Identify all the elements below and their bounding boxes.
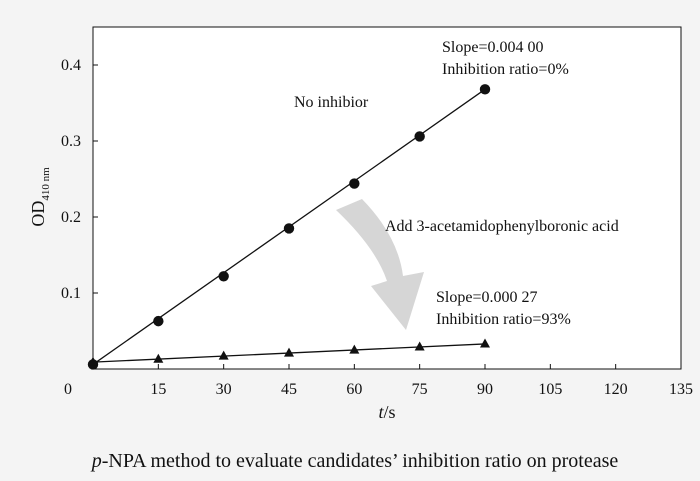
x-tick-label: 60: [346, 381, 362, 398]
series-2-point: [284, 347, 294, 357]
x-tick-label: 105: [538, 381, 562, 398]
y-axis-label-main: OD: [28, 201, 48, 227]
x-tick-label: 30: [216, 381, 232, 398]
y-tick-label: 0.4: [61, 57, 81, 74]
series-2-point: [414, 341, 425, 351]
annotation-top-slope: Slope=0.004 00: [442, 39, 543, 56]
x-tick-label: 120: [604, 381, 628, 398]
y-axis-label: OD410 nm: [28, 167, 52, 227]
x-axis-label-var: t: [378, 402, 384, 422]
series-1-point: [218, 271, 229, 282]
ticks: [93, 64, 682, 369]
x-tick-label: 90: [477, 381, 493, 398]
series-2-point: [480, 338, 490, 348]
series-2-point: [349, 344, 360, 354]
x-tick-label: 15: [150, 381, 166, 398]
series-1-point: [479, 84, 491, 95]
caption-rest: -NPA method to evaluate candidates’ inhi…: [102, 450, 619, 472]
y-axis-label-subscript: 410 nm: [40, 167, 52, 201]
origin-label: 0: [64, 381, 72, 398]
tick-labels: 15 30 45 60 75 90 105 120 135 0 0.1 0.2 0.3 0.4: [61, 57, 693, 398]
series-1-point: [283, 223, 295, 234]
y-tick-label: 0.3: [61, 133, 81, 150]
x-tick-label: 45: [281, 381, 297, 398]
series-1-point: [153, 315, 164, 327]
series-2-point: [153, 353, 164, 363]
annotation-bottom-slope: Slope=0.000 27: [436, 289, 537, 306]
x-tick-label: 75: [412, 381, 428, 398]
annotation-no-inhibitor: No inhibior: [294, 94, 369, 111]
series-2-point: [218, 350, 229, 360]
series-marks: [87, 84, 491, 370]
annotation-bottom-ratio: Inhibition ratio=93%: [436, 311, 571, 328]
annotation-top-ratio: Inhibition ratio=0%: [442, 61, 569, 78]
series-2-point: [88, 356, 98, 366]
y-tick-label: 0.1: [61, 285, 81, 302]
series-1-point: [349, 178, 360, 189]
annotation-add-compound: Add 3-acetamidophenylboronic acid: [385, 218, 619, 235]
series-1-point: [414, 131, 425, 142]
x-axis-label-unit: /s: [384, 402, 396, 422]
figure-caption: p-NPA method to evaluate candidates’ inh…: [90, 450, 619, 472]
x-axis-label: t/s: [378, 402, 395, 422]
plot-area: [92, 26, 682, 370]
inhibition-arrow: [336, 199, 424, 330]
y-tick-label: 0.2: [61, 209, 81, 226]
caption-italic: p: [90, 450, 102, 472]
x-tick-label: 135: [669, 381, 693, 398]
